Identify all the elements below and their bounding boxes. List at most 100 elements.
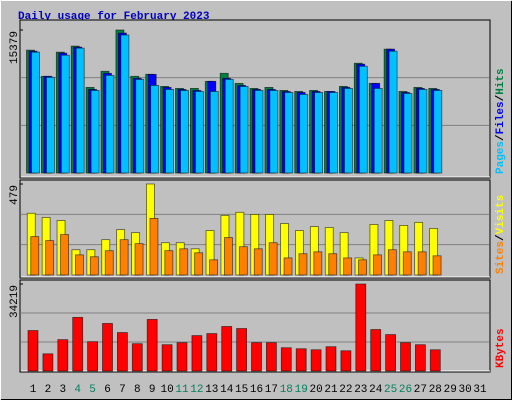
x-tick-label: 22 [339, 384, 352, 396]
bar [269, 90, 279, 174]
x-tick-label: 23 [354, 384, 367, 396]
legend: KBytes [495, 328, 507, 368]
x-tick-label: 31 [473, 384, 487, 396]
x-tick-label: 25 [384, 384, 397, 396]
x-tick-label: 12 [190, 384, 203, 396]
bar [299, 94, 309, 174]
legend-entry: Sites [495, 241, 507, 274]
bar [268, 242, 278, 276]
bar [194, 91, 204, 174]
x-tick-label: 5 [89, 384, 96, 396]
bar [209, 91, 219, 174]
bar [329, 92, 338, 174]
bar [284, 92, 294, 174]
bar [206, 333, 218, 372]
bar [87, 341, 98, 372]
bar [31, 51, 40, 174]
bar [265, 342, 277, 372]
x-tick-label: 6 [104, 384, 111, 396]
bar [72, 316, 84, 372]
bar [358, 259, 367, 276]
bar [135, 78, 145, 174]
x-tick-label: 2 [45, 384, 52, 396]
bar [254, 90, 264, 174]
bar [343, 87, 353, 174]
bar [60, 234, 69, 276]
bar [313, 251, 323, 276]
bar [295, 348, 307, 372]
legend-entry: Visits [495, 195, 507, 235]
bar [340, 350, 352, 372]
x-tick-label: 28 [429, 384, 442, 396]
bar [57, 339, 69, 372]
bar [325, 346, 337, 372]
bar [358, 65, 368, 174]
x-tick-label: 15 [235, 384, 248, 396]
bar [280, 347, 292, 372]
x-tick-label: 10 [160, 384, 173, 396]
bar [432, 255, 442, 276]
legend-entry: Files [495, 101, 507, 134]
x-tick-label: 11 [175, 384, 189, 396]
bar [30, 236, 40, 276]
bar [164, 250, 174, 276]
bar [161, 344, 173, 372]
bar [387, 249, 397, 276]
bar [27, 330, 39, 372]
bar [417, 251, 427, 276]
bar [224, 237, 233, 276]
bar [209, 259, 218, 276]
bar [146, 319, 158, 372]
bar [355, 283, 367, 372]
bar [119, 239, 129, 276]
bar [238, 246, 248, 276]
bar [102, 323, 113, 372]
bar [385, 334, 397, 372]
bar [149, 217, 159, 276]
x-tick-label: 4 [74, 384, 81, 396]
x-tick-label: 1 [30, 384, 37, 396]
bar [150, 85, 160, 174]
legend-entry: Pages [495, 141, 507, 174]
x-tick-label: 21 [324, 384, 338, 396]
y-tick-label: 479 [9, 185, 21, 205]
bar [131, 343, 143, 372]
bar [176, 342, 188, 372]
x-tick-label: 14 [220, 384, 234, 396]
bar [370, 329, 382, 372]
bar [373, 254, 382, 276]
bar [429, 349, 441, 372]
x-tick-label: 13 [205, 384, 218, 396]
legend-separator: / [495, 134, 507, 141]
x-tick-label: 18 [280, 384, 293, 396]
x-tick-label: 29 [444, 384, 457, 396]
x-tick-label: 8 [134, 384, 141, 396]
x-tick-label: 26 [399, 384, 412, 396]
bar [224, 78, 234, 174]
x-tick-label: 16 [250, 384, 263, 396]
bar [236, 328, 248, 372]
bar [400, 342, 411, 372]
bar [180, 90, 189, 174]
bar [314, 92, 324, 174]
bar [239, 86, 249, 174]
x-tick-label: 27 [414, 384, 427, 396]
bar [221, 326, 233, 372]
bar [403, 93, 413, 174]
x-tick-label: 7 [119, 384, 126, 396]
bar [343, 257, 353, 276]
bar [89, 256, 99, 276]
bar [117, 332, 128, 372]
legend-entry: KBytes [495, 328, 507, 368]
bar [373, 87, 383, 174]
bar [165, 89, 175, 174]
bar [283, 257, 293, 276]
x-tick-label: 3 [59, 384, 66, 396]
bar [75, 47, 85, 174]
x-tick-label: 20 [309, 384, 322, 396]
bar [298, 253, 308, 276]
x-tick-label: 30 [458, 384, 471, 396]
bar [75, 254, 84, 276]
bar [251, 342, 262, 372]
